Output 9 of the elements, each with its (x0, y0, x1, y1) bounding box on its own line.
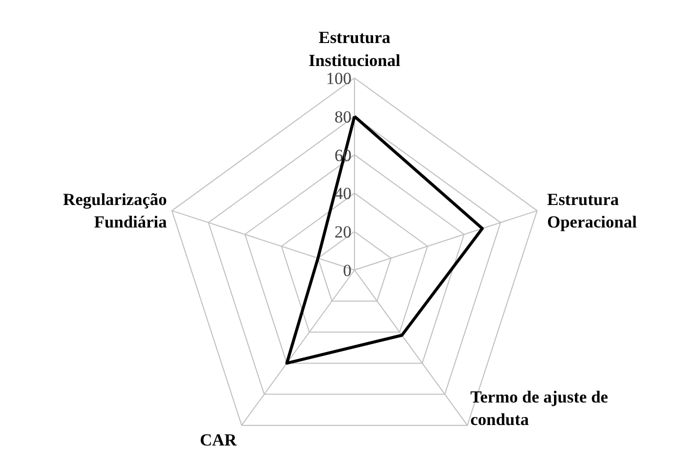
spoke-label: CAR (200, 430, 238, 450)
y-tick-label: 100 (326, 69, 352, 88)
spoke-label: Regularização Fundiária (63, 190, 168, 232)
y-tick-label: 0 (343, 261, 352, 280)
y-tick-label: 20 (334, 222, 352, 242)
spoke-label: Estrutura Institucional (308, 28, 401, 70)
spoke-label: Termo de ajuste de conduta (470, 387, 609, 430)
spoke-label: Estrutura Operacional (547, 190, 638, 232)
y-tick-label: 80 (334, 107, 352, 126)
